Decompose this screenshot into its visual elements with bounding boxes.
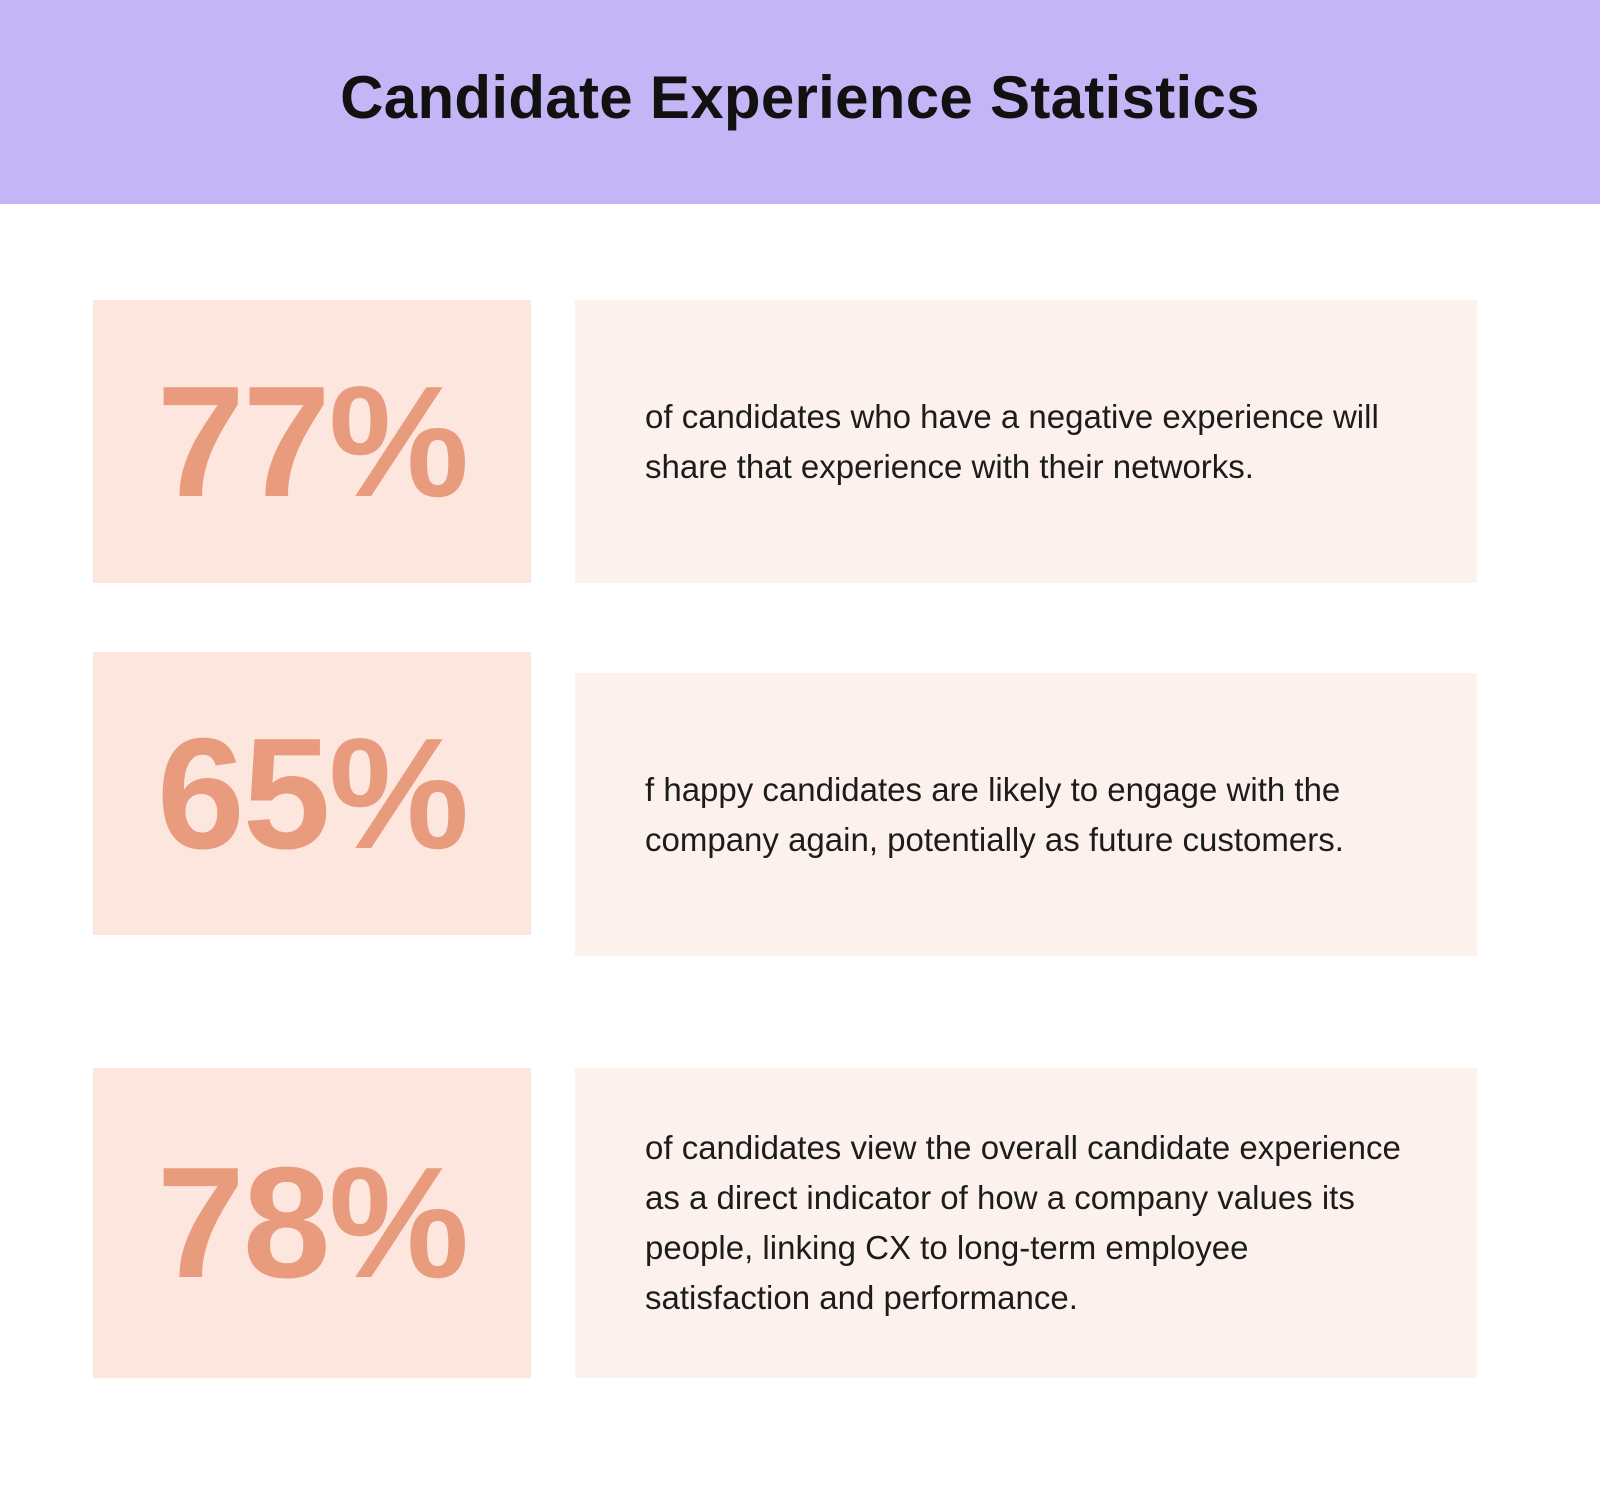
- stat-box: 77%: [93, 300, 531, 583]
- stat-description: of candidates who have a negative experi…: [645, 397, 1379, 485]
- description-box: of candidates who have a negative experi…: [575, 300, 1477, 583]
- page-title: Candidate Experience Statistics: [340, 63, 1260, 131]
- stat-description: f happy candidates are likely to engage …: [645, 770, 1344, 858]
- stat-box: 65%: [93, 652, 531, 935]
- stat-value: 65%: [156, 705, 469, 882]
- stat-value: 77%: [156, 353, 469, 530]
- description-box: of candidates view the overall candidate…: [575, 1068, 1477, 1378]
- stat-description: of candidates view the overall candidate…: [645, 1129, 1401, 1316]
- stat-value: 78%: [156, 1135, 469, 1311]
- header-banner: Candidate Experience Statistics: [0, 0, 1600, 204]
- description-box: f happy candidates are likely to engage …: [575, 673, 1477, 956]
- stat-box: 78%: [93, 1068, 531, 1378]
